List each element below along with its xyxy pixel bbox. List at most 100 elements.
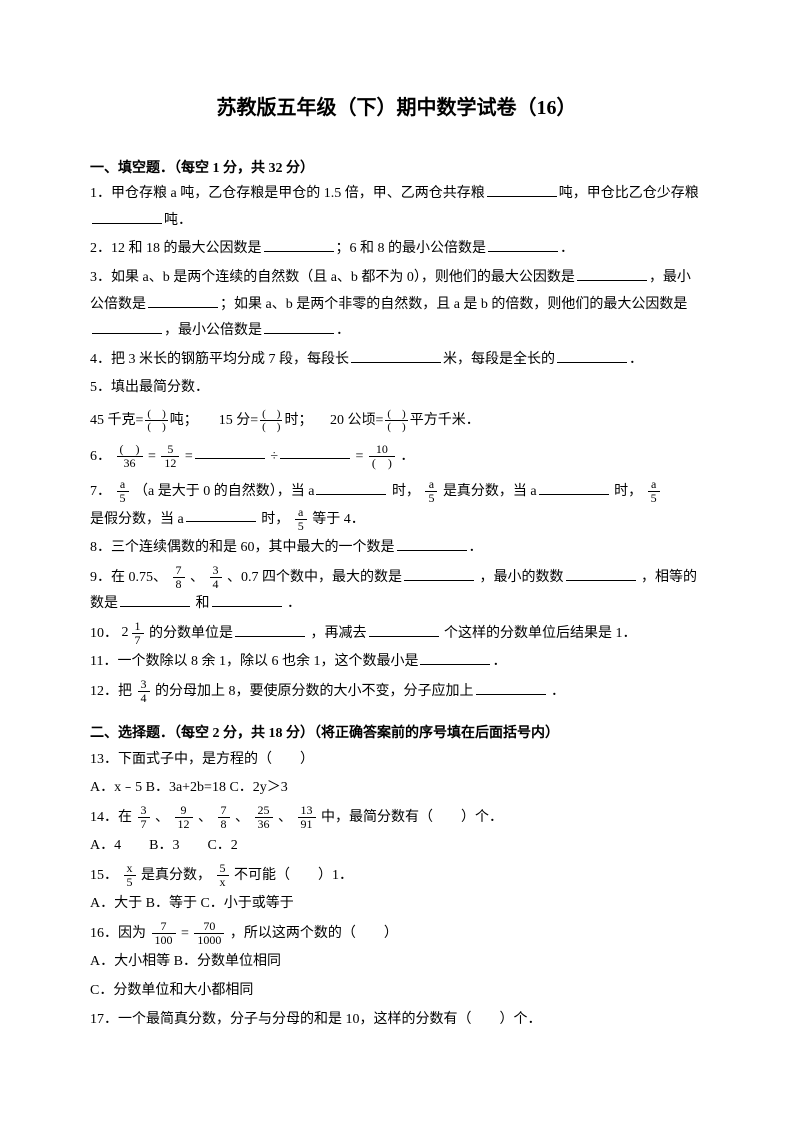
q15b-text: 不可能（ ）1． <box>234 868 353 883</box>
q10b-text: ，再减去 <box>311 626 367 641</box>
q12-label: 12．把 <box>90 684 132 699</box>
sep: 、 <box>190 570 204 585</box>
question-1: 1．甲仓存粮 a 吨，乙仓存粮是甲仓的 1.5 倍，甲、乙两仓共存粮吨，甲仓比乙… <box>90 181 703 234</box>
q8b: ． <box>469 540 483 555</box>
fraction-x5: x5 <box>124 862 136 889</box>
blank <box>397 535 467 551</box>
q13-opts: A．x﹣5 B．3a+2b=18 C．2y＞3 <box>90 780 288 795</box>
fraction-78: 78 <box>173 564 185 591</box>
eq: = <box>148 448 156 463</box>
q14-label: 14．在 <box>90 810 132 825</box>
sep: 、 <box>235 810 249 825</box>
paren-fraction: ( )( ) <box>385 408 407 433</box>
q7a-text: （a 是大于 0 的自然数），当 a <box>134 484 314 499</box>
blank <box>235 621 305 637</box>
fraction: ( )36 <box>117 443 143 470</box>
q3-text: 3．如果 a、b 是两个连续的自然数（且 a、b 都不为 0），则他们的最大公因… <box>90 270 575 285</box>
q5c-unit: 平方千米． <box>410 413 480 428</box>
question-10: 10． 217 的分数单位是 ，再减去 个这样的分数单位后结果是 1． <box>90 620 703 648</box>
question-16-optC: C．分数单位和大小都相同 <box>90 978 703 1005</box>
fraction: 78 <box>218 804 230 831</box>
q15a-text: 是真分数， <box>141 868 211 883</box>
sep: 、 <box>155 810 169 825</box>
section1-header: 一、填空题．（每空 1 分，共 32 分） <box>90 156 703 181</box>
fraction: 701000 <box>194 920 224 947</box>
question-15-options: A．大于 B．等于 C．小于或等于 <box>90 891 703 918</box>
blank <box>92 208 162 224</box>
q9d-text: ，最小的数数 <box>480 570 564 585</box>
q2-text3: ． <box>560 241 574 256</box>
question-9: 9．在 0.75、 78 、 34 、0.7 四个数中，最大的数是 ，最小的数数… <box>90 564 703 618</box>
q2-text: 2．12 和 18 的最大公因数是 <box>90 241 262 256</box>
q5a-label: 45 千克= <box>90 413 143 428</box>
mixed-fraction: 217 <box>122 620 146 647</box>
page-title: 苏教版五年级（下）期中数学试卷（16） <box>90 90 703 126</box>
question-17: 17．一个最简真分数，分子与分母的和是 10，这样的分数有（ ）个． <box>90 1007 703 1034</box>
blank <box>280 443 350 459</box>
fraction: 912 <box>175 804 193 831</box>
question-3: 3．如果 a、b 是两个连续的自然数（且 a、b 都不为 0），则他们的最大公因… <box>90 265 703 345</box>
q14f-text: 中，最简分数有（ ）个． <box>321 810 503 825</box>
q1-text3: 吨． <box>164 213 192 228</box>
question-12: 12．把 34 的分母加上 8，要使原分数的大小不变，分子应加上 ． <box>90 678 703 706</box>
question-2: 2．12 和 18 的最大公因数是 ；6 和 8 的最小公倍数是 ． <box>90 236 703 263</box>
q4-text: 4．把 3 米长的钢筋平均分成 7 段，每段长 <box>90 352 349 367</box>
dot: ． <box>400 448 414 463</box>
q13-text: 13．下面式子中，是方程的（ ） <box>90 752 314 767</box>
fraction: 37 <box>138 804 150 831</box>
blank <box>186 506 256 522</box>
q9-text: 9．在 0.75、 <box>90 570 167 585</box>
question-14-options: A．4 B．3 C．2 <box>90 833 703 860</box>
q15-opts: A．大于 B．等于 C．小于或等于 <box>90 896 294 911</box>
blank <box>420 649 490 665</box>
fraction-5x: 5x <box>217 862 229 889</box>
q10-label: 10． <box>90 626 118 641</box>
blank <box>404 565 474 581</box>
question-16: 16．因为 7100 = 701000 ，所以这两个数的（ ） <box>90 920 703 948</box>
blank <box>92 318 162 334</box>
question-16-optA: A．大小相等 B．分数单位相同 <box>90 949 703 976</box>
q11b: ． <box>492 654 506 669</box>
q16-optC: C．分数单位和大小都相同 <box>90 983 253 998</box>
q5b-label: 15 分= <box>219 413 258 428</box>
fraction-34: 34 <box>138 678 150 705</box>
q12b-text: ． <box>551 684 565 699</box>
blank <box>566 565 636 581</box>
q9g-text: ． <box>287 596 301 611</box>
blank <box>539 479 609 495</box>
q7g-text: 等于 4． <box>312 511 365 526</box>
fraction: 2536 <box>255 804 273 831</box>
q4-text3: ． <box>629 352 643 367</box>
eq: = <box>356 448 364 463</box>
q2-text2: ；6 和 8 的最小公倍数是 <box>336 241 487 256</box>
blank <box>476 679 546 695</box>
q5c-label: 20 公顷= <box>330 413 383 428</box>
q5b-unit: 时； <box>284 413 312 428</box>
q6-label: 6． <box>90 448 111 463</box>
fraction-a5: a5 <box>648 478 660 505</box>
blank <box>316 479 386 495</box>
question-13-options: A．x﹣5 B．3a+2b=18 C．2y＞3 <box>90 775 703 802</box>
q7b-text: 时， <box>392 484 420 499</box>
q3-text3: ；如果 a、b 是两个非零的自然数，且 a 是 b 的倍数，则他们的最大公因数是 <box>220 297 687 312</box>
q16b-text: ，所以这两个数的（ ） <box>230 926 398 941</box>
q16-label: 16．因为 <box>90 926 146 941</box>
blank <box>577 265 647 281</box>
question-11: 11．一个数除以 8 余 1，除以 6 也余 1，这个数最小是 ． <box>90 649 703 676</box>
question-14: 14．在 37 、 912 、 78 、 2536 、 1391 中，最简分数有… <box>90 804 703 832</box>
q9f-text: 和 <box>196 596 210 611</box>
q11-text: 11．一个数除以 8 余 1，除以 6 也余 1，这个数最小是 <box>90 654 418 669</box>
sep: 、 <box>198 810 212 825</box>
blank <box>557 347 627 363</box>
q17-text: 17．一个最简真分数，分子与分母的和是 10，这样的分数有（ ）个． <box>90 1012 542 1027</box>
q14-opts: A．4 B．3 C．2 <box>90 838 238 853</box>
question-5-items: 45 千克=( )( )吨； 15 分=( )( )时； 20 公顷=( )( … <box>90 408 703 435</box>
q5a-unit: 吨； <box>170 413 198 428</box>
fraction: 7100 <box>152 920 176 947</box>
blank <box>264 236 334 252</box>
fraction-34: 34 <box>210 564 222 591</box>
question-13: 13．下面式子中，是方程的（ ） <box>90 747 703 774</box>
q7e-text: 是假分数，当 a <box>90 511 184 526</box>
blank <box>212 591 282 607</box>
question-4: 4．把 3 米长的钢筋平均分成 7 段，每段长米，每段是全长的． <box>90 347 703 374</box>
